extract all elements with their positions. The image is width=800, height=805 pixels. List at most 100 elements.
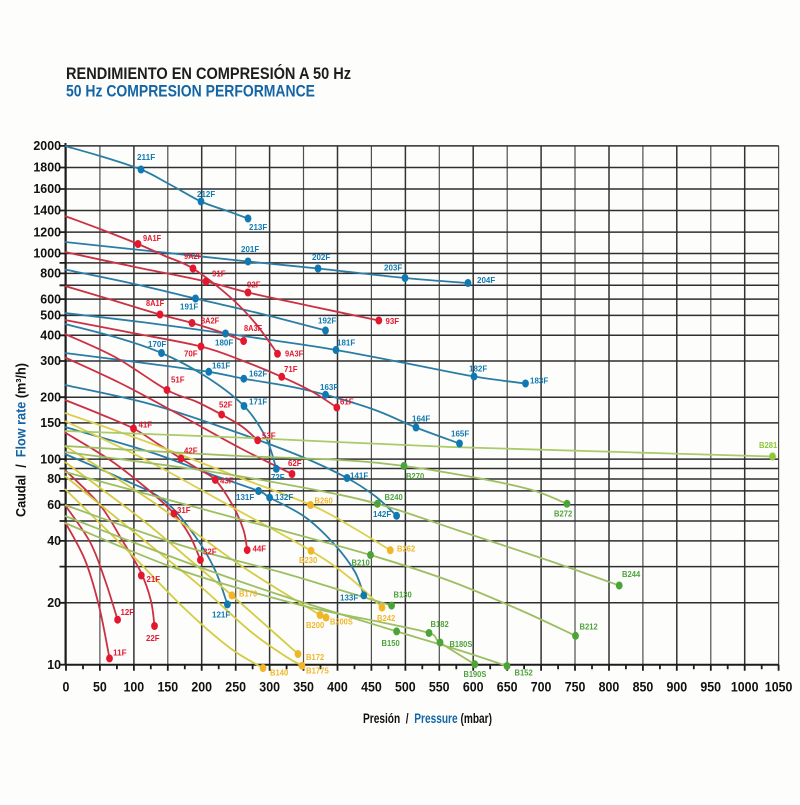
svg-text:92F: 92F [247,280,261,290]
svg-text:41F: 41F [139,420,153,430]
svg-text:10: 10 [47,657,61,672]
svg-text:183F: 183F [530,376,548,386]
svg-text:44F: 44F [253,544,267,554]
svg-text:42F: 42F [184,446,198,456]
svg-text:52F: 52F [219,400,233,410]
svg-text:204F: 204F [477,275,495,285]
svg-text:750: 750 [565,680,586,695]
svg-text:B262: B262 [397,544,415,554]
svg-text:51F: 51F [171,375,185,385]
svg-text:181F: 181F [337,338,355,348]
svg-text:B210: B210 [352,558,370,568]
svg-text:9A3F: 9A3F [285,349,303,359]
svg-text:62F: 62F [288,458,302,468]
svg-text:70F: 70F [184,349,198,359]
svg-text:300: 300 [259,680,280,695]
svg-text:1000: 1000 [731,680,759,695]
svg-text:B130: B130 [394,590,412,600]
svg-text:40: 40 [47,533,61,548]
svg-text:212F: 212F [197,189,215,199]
svg-text:250: 250 [225,680,246,695]
svg-text:9A1F: 9A1F [143,233,161,243]
svg-text:B1775: B1775 [306,666,329,676]
svg-text:22F: 22F [146,633,160,643]
svg-text:1400: 1400 [33,203,61,218]
svg-text:B150: B150 [382,638,400,648]
svg-text:71F: 71F [284,364,298,374]
svg-text:B182: B182 [431,619,449,629]
svg-text:950: 950 [700,680,721,695]
svg-text:8A2F: 8A2F [201,316,219,326]
svg-text:11F: 11F [113,648,127,658]
svg-text:1050: 1050 [765,680,793,695]
svg-text:B170: B170 [239,589,257,599]
svg-text:0: 0 [63,680,70,695]
svg-text:B270: B270 [406,471,424,481]
svg-text:150: 150 [158,680,179,695]
svg-text:1000: 1000 [33,246,61,261]
svg-text:150: 150 [40,415,61,430]
svg-text:1600: 1600 [33,181,61,196]
svg-text:132F: 132F [275,492,293,502]
svg-text:201F: 201F [241,244,259,254]
svg-text:Caudal / Flow rate (m³/h): Caudal / Flow rate (m³/h) [14,363,29,517]
svg-text:B200: B200 [306,620,324,630]
svg-text:164F: 164F [412,414,430,424]
svg-text:72F: 72F [271,472,285,482]
svg-text:31F: 31F [177,505,191,515]
svg-text:91F: 91F [212,269,226,279]
svg-text:700: 700 [531,680,552,695]
svg-text:800: 800 [40,266,61,281]
svg-text:131F: 131F [236,492,254,502]
svg-text:202F: 202F [312,252,330,262]
svg-text:850: 850 [633,680,654,695]
svg-text:141F: 141F [350,471,368,481]
svg-text:B140: B140 [270,668,288,678]
svg-text:200: 200 [40,389,61,404]
svg-text:170F: 170F [148,339,166,349]
svg-text:B212: B212 [580,622,598,632]
svg-text:650: 650 [497,680,518,695]
svg-text:165F: 165F [451,429,469,439]
svg-text:200: 200 [191,680,212,695]
svg-text:8A3F: 8A3F [244,323,262,333]
svg-text:180F: 180F [215,338,233,348]
svg-text:B281: B281 [759,440,777,450]
svg-text:163F: 163F [320,382,338,392]
svg-text:80: 80 [47,471,61,486]
svg-text:9A2F: 9A2F [184,251,202,261]
svg-text:600: 600 [463,680,484,695]
svg-text:12F: 12F [121,607,135,617]
svg-text:50: 50 [93,680,107,695]
svg-text:32F: 32F [203,547,217,557]
svg-text:Presión / Pressure (mbar): Presión / Pressure (mbar) [363,711,492,726]
svg-text:B240: B240 [385,492,403,502]
svg-text:400: 400 [327,680,348,695]
svg-text:213F: 213F [249,222,267,232]
svg-text:100: 100 [40,451,61,466]
svg-text:550: 550 [429,680,450,695]
svg-text:400: 400 [40,328,61,343]
svg-text:50 Hz COMPRESION PERFORMANCE: 50 Hz COMPRESION PERFORMANCE [66,83,315,101]
svg-text:1800: 1800 [33,160,61,175]
svg-text:20: 20 [47,595,61,610]
svg-text:2000: 2000 [33,138,61,153]
svg-text:B272: B272 [554,509,572,519]
svg-text:350: 350 [293,680,314,695]
svg-text:8A1F: 8A1F [146,298,164,308]
svg-text:191F: 191F [180,302,198,312]
svg-text:500: 500 [40,308,61,323]
svg-text:171F: 171F [249,397,267,407]
svg-text:900: 900 [667,680,688,695]
svg-text:800: 800 [599,680,620,695]
svg-text:RENDIMIENTO EN COMPRESIÓN A 50: RENDIMIENTO EN COMPRESIÓN A 50 Hz [66,64,351,83]
svg-text:93F: 93F [386,316,400,326]
svg-text:43F: 43F [220,476,234,486]
svg-text:B172: B172 [306,652,324,662]
svg-text:B230: B230 [299,555,317,565]
svg-text:21F: 21F [147,574,161,584]
svg-text:133F: 133F [340,593,358,603]
svg-text:203F: 203F [384,263,402,273]
svg-text:161F: 161F [212,361,230,371]
svg-text:211F: 211F [137,152,155,162]
